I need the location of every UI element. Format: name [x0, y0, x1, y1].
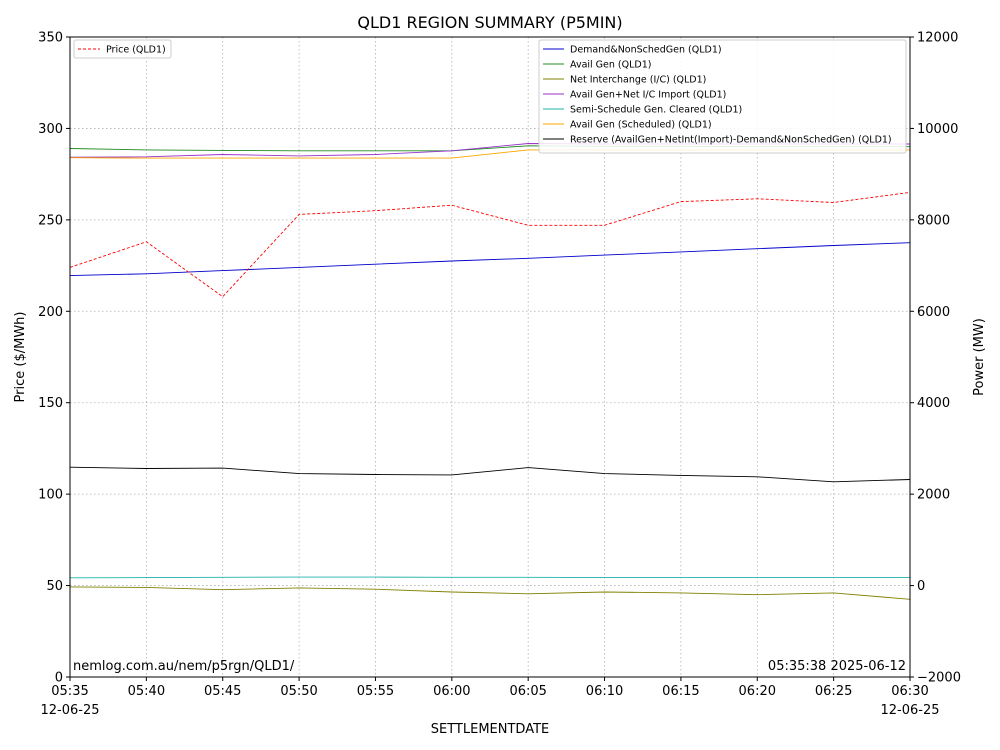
- x-tick-label: 05:50: [280, 684, 317, 699]
- legend-price: Price (QLD1): [73, 39, 172, 59]
- series-line-net-interchange-i-c-qld1: [69, 586, 911, 600]
- y-tick-label-left: 0: [55, 671, 63, 686]
- legend-power-box: [538, 39, 907, 154]
- x-tick-label: 05:35: [51, 684, 88, 699]
- legend-price-box: [73, 39, 172, 59]
- grid-layer: [69, 36, 911, 678]
- legend-label-semi-schedule-gen-cleared-qld1: Semi-Schedule Gen. Cleared (QLD1): [570, 105, 742, 116]
- y-tick-label-right: 10000: [917, 122, 958, 137]
- axis-layer: 05:35 05:40 05:45 05:50 05:55 06:00 06:05 06:10…: [38, 31, 961, 700]
- x-date-label-right: 12-06-25: [880, 703, 939, 718]
- legend-label-avail-gen-qld1: Avail Gen (QLD1): [570, 60, 651, 71]
- series-layer: [69, 143, 911, 600]
- y-tick-label-right: 12000: [917, 31, 958, 46]
- x-tick-label: 05:45: [204, 684, 241, 699]
- timestamp-annotation: 05:35:38 2025-06-12: [768, 659, 906, 674]
- chart-title: QLD1 REGION SUMMARY (P5MIN): [357, 13, 622, 32]
- x-tick-label: 06:10: [586, 684, 623, 699]
- x-date-label-left: 12-06-25: [40, 703, 99, 718]
- y-tick-label-left: 100: [38, 488, 63, 503]
- y-tick-label-right: −2000: [917, 671, 961, 686]
- y-tick-label-left: 250: [38, 213, 63, 228]
- y-tick-label-right: 2000: [917, 488, 950, 503]
- x-tick-label: 06:30: [891, 684, 928, 699]
- legend-label-avail-gen-scheduled-qld1: Avail Gen (Scheduled) (QLD1): [570, 120, 712, 131]
- x-tick-label: 05:55: [357, 684, 394, 699]
- series-line-reserve-availgen-netint-import-demand-nonschedgen-qld1: [69, 466, 911, 483]
- x-tick-label: 06:25: [815, 684, 852, 699]
- legend-label-avail-gen-net-i-c-import-qld1: Avail Gen+Net I/C Import (QLD1): [570, 90, 726, 101]
- legend-label-demand-nonschedgen-qld1: Demand&NonSchedGen (QLD1): [570, 45, 722, 56]
- x-tick-label: 06:00: [433, 684, 470, 699]
- y-tick-label-left: 300: [38, 122, 63, 137]
- y-tick-label-right: 8000: [917, 213, 950, 228]
- y-tick-label-left: 200: [38, 305, 63, 320]
- legend-label-price-qld1: Price (QLD1): [106, 45, 166, 56]
- x-tick-label: 05:40: [128, 684, 165, 699]
- x-tick-label: 06:15: [662, 684, 699, 699]
- x-tick-label: 06:20: [739, 684, 776, 699]
- series-line-demand-nonschedgen-qld1: [69, 242, 911, 277]
- y-tick-label-right: 0: [917, 579, 925, 594]
- legend-label-net-interchange-i-c-qld1: Net Interchange (I/C) (QLD1): [570, 75, 706, 86]
- y-axis-left-title: Price ($/MWh): [13, 312, 28, 403]
- x-tick-label: 06:05: [509, 684, 546, 699]
- series-line-price-qld1: [69, 191, 911, 298]
- series-line-semi-schedule-gen-cleared-qld1: [69, 576, 910, 579]
- legend-label-reserve-availgen-netint-import-demand-nonschedgen-qld1: Reserve (AvailGen+NetInt(Import)-Demand&…: [570, 135, 892, 146]
- legend-power: Demand&NonSchedGen (QLD1) Avail Gen (QLD1…: [538, 39, 907, 154]
- y-tick-label-right: 6000: [917, 305, 950, 320]
- y-tick-label-left: 50: [46, 579, 63, 594]
- y-tick-label-right: 4000: [917, 396, 950, 411]
- y-axis-right-title: Power (MW): [972, 318, 987, 396]
- plot-frame: [69, 36, 911, 678]
- x-axis-title: SETTLEMENTDATE: [431, 722, 550, 737]
- source-annotation: nemlog.com.au/nem/p5rgn/QLD1/: [73, 659, 295, 674]
- y-tick-label-left: 350: [38, 31, 63, 46]
- y-tick-label-left: 150: [38, 396, 63, 411]
